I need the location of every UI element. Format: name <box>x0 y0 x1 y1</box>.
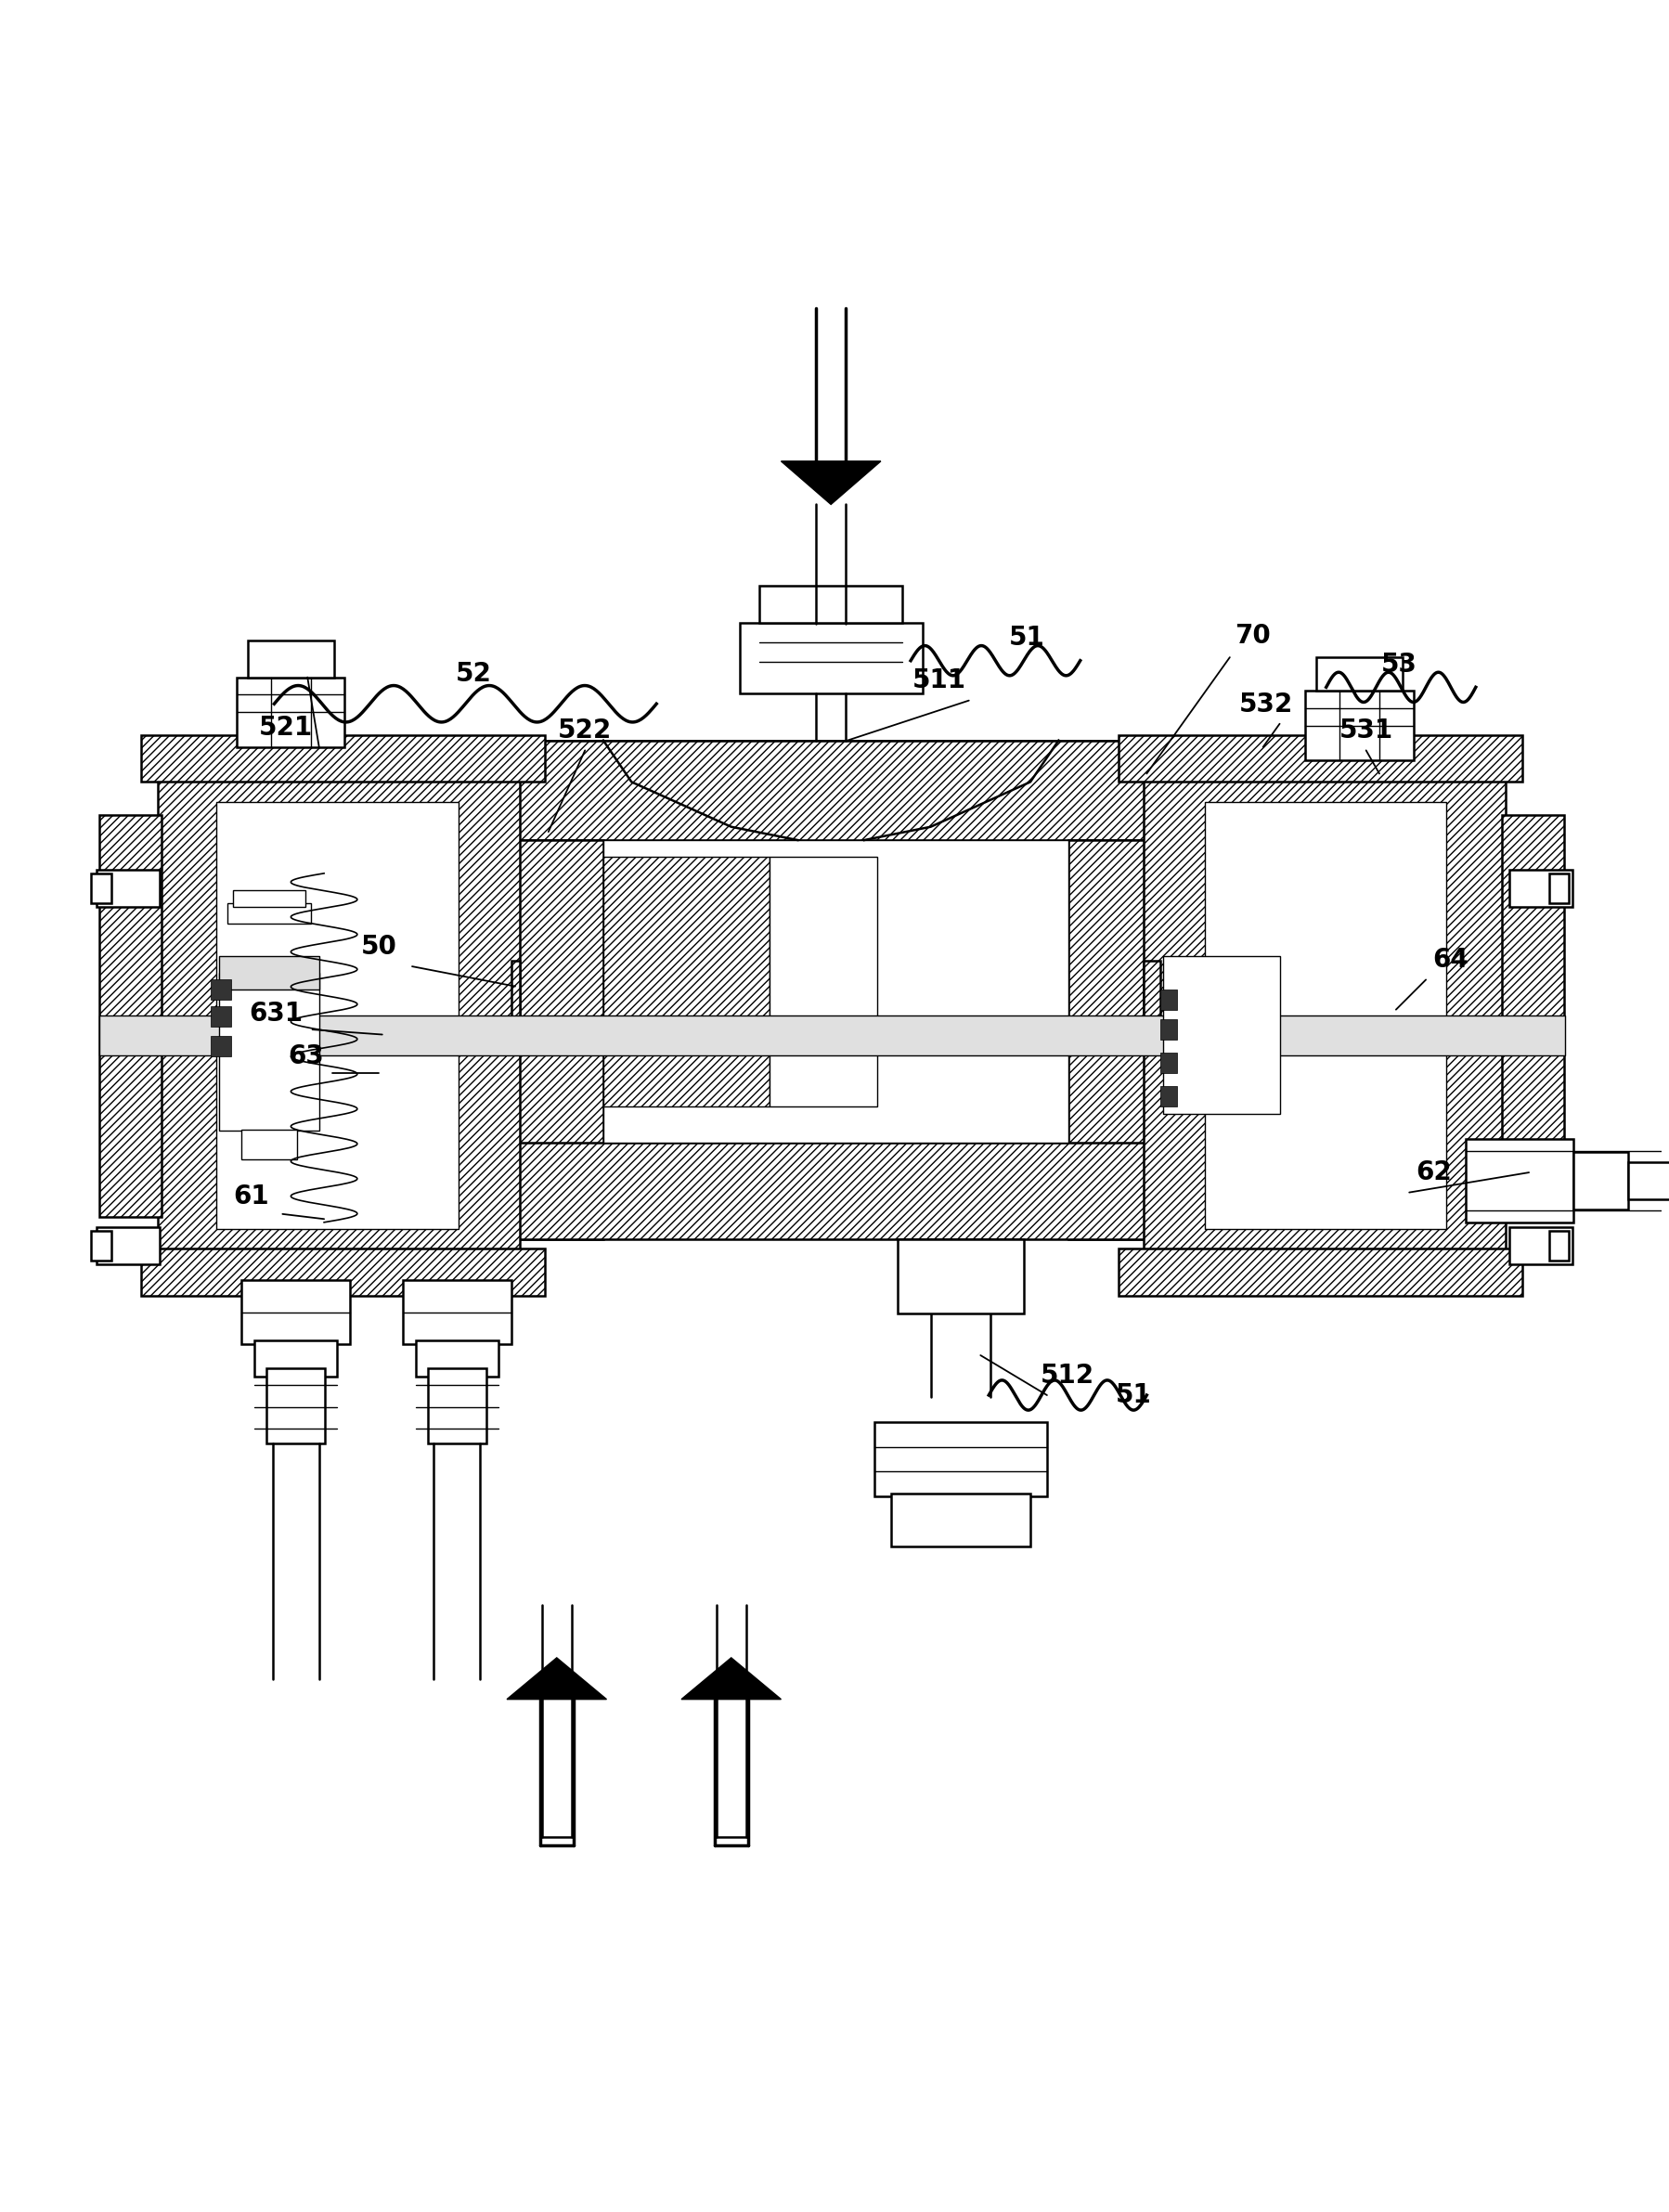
Text: 522: 522 <box>557 717 613 743</box>
Bar <box>159 741 521 1292</box>
Bar <box>92 874 112 902</box>
Bar <box>1163 956 1280 1115</box>
Bar <box>210 1035 230 1055</box>
Bar <box>739 622 923 695</box>
Bar <box>416 1340 499 1376</box>
Bar <box>875 1422 1046 1498</box>
Bar <box>97 869 160 907</box>
Bar <box>210 980 230 1000</box>
Bar <box>1143 741 1505 1292</box>
Bar <box>267 1369 325 1444</box>
Bar <box>1160 1020 1177 1040</box>
Bar <box>1502 816 1564 1217</box>
Bar <box>512 841 603 1239</box>
Bar <box>898 1239 1023 1314</box>
Text: 61: 61 <box>234 1183 269 1210</box>
Text: 521: 521 <box>259 714 312 741</box>
Text: 70: 70 <box>1235 624 1272 648</box>
Bar <box>1160 1086 1177 1106</box>
Text: 51: 51 <box>1010 624 1045 650</box>
Bar <box>142 734 546 781</box>
Bar <box>1549 1230 1569 1261</box>
Bar <box>759 586 903 622</box>
Bar <box>1627 1161 1669 1199</box>
Bar <box>237 677 345 748</box>
Text: 50: 50 <box>361 933 397 960</box>
Bar <box>247 641 334 677</box>
Bar <box>427 1369 486 1444</box>
Bar <box>1143 960 1160 1053</box>
Text: 532: 532 <box>1240 690 1293 717</box>
Bar <box>1305 690 1414 761</box>
Text: 64: 64 <box>1432 947 1469 973</box>
Bar <box>1160 989 1177 1009</box>
Bar <box>1549 874 1569 902</box>
Bar <box>1068 841 1160 1239</box>
Bar <box>891 1493 1030 1546</box>
Bar <box>1465 1139 1574 1223</box>
Bar <box>1574 1152 1627 1210</box>
Bar <box>232 889 305 907</box>
Bar <box>240 1130 297 1159</box>
Bar <box>210 1006 230 1026</box>
Text: 62: 62 <box>1415 1159 1452 1186</box>
Text: 631: 631 <box>249 1000 302 1026</box>
Bar <box>769 856 878 1106</box>
Bar <box>512 741 1160 841</box>
Bar <box>227 902 310 922</box>
Polygon shape <box>781 460 881 504</box>
Bar <box>1509 869 1572 907</box>
Bar <box>215 803 459 1230</box>
Bar <box>603 841 1068 1144</box>
Bar <box>219 973 319 1130</box>
Bar <box>1118 734 1522 781</box>
Text: 53: 53 <box>1382 650 1417 677</box>
Bar <box>512 960 521 1053</box>
Bar <box>100 816 162 1217</box>
Bar <box>254 1340 337 1376</box>
Bar <box>97 1228 160 1263</box>
Polygon shape <box>507 1657 606 1699</box>
Bar <box>142 1250 546 1296</box>
Bar <box>1205 803 1445 1230</box>
Text: 52: 52 <box>456 661 492 688</box>
Bar <box>603 856 769 1106</box>
Bar <box>402 1281 511 1343</box>
Bar <box>512 1144 1160 1239</box>
Bar <box>242 1281 350 1343</box>
Bar <box>219 956 319 989</box>
Text: 51: 51 <box>1115 1382 1152 1409</box>
Bar <box>100 1015 1566 1055</box>
Text: 531: 531 <box>1339 717 1394 743</box>
Text: 512: 512 <box>1040 1363 1093 1389</box>
Bar <box>1317 657 1402 690</box>
Text: 511: 511 <box>911 668 966 695</box>
Polygon shape <box>681 1657 781 1699</box>
Text: 63: 63 <box>289 1044 324 1068</box>
Bar <box>1509 1228 1572 1263</box>
Bar <box>92 1230 112 1261</box>
Bar <box>1118 1250 1522 1296</box>
Bar <box>1160 1053 1177 1073</box>
Bar <box>512 741 1160 841</box>
